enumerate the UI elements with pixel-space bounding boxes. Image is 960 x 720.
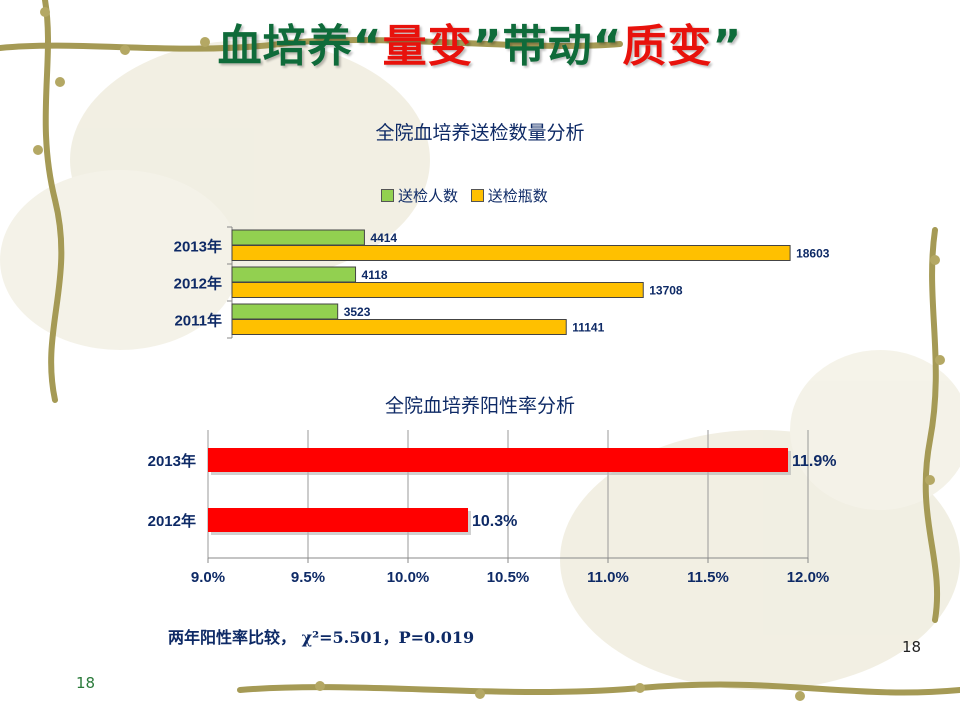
chart1-title: 全院血培养送检数量分析 — [375, 122, 585, 144]
chart1-category-label: 2011年 — [174, 312, 222, 330]
chart1-category-label: 2013年 — [174, 238, 222, 256]
chart2-category-label: 2012年 — [148, 512, 196, 530]
chart1-data-label: 4414 — [370, 231, 397, 245]
chart1-category-label: 2012年 — [174, 275, 222, 293]
legend-item-bottles: 送检瓶数 — [470, 185, 548, 206]
legend-swatch-green — [381, 189, 394, 202]
legend-item-persons: 送检人数 — [381, 185, 458, 206]
chart1-data-label: 3523 — [344, 305, 371, 319]
chart2-title: 全院血培养阳性率分析 — [384, 395, 575, 417]
title-text-3: ” — [712, 21, 743, 72]
legend-label-bottles: 送检瓶数 — [487, 187, 548, 205]
legend-label-persons: 送检人数 — [398, 187, 459, 205]
title-highlight-1: 量变 — [382, 21, 473, 72]
chart2-data-label: 11.9% — [792, 453, 836, 470]
chart1-data-label: 4118 — [362, 268, 388, 282]
chart2-category-label: 2013年 — [148, 452, 196, 470]
chart2-tick-label: 12.0% — [787, 569, 830, 586]
chart2-bar — [208, 448, 788, 472]
chart2-bar — [208, 508, 468, 532]
chart2-tick-label: 11.0% — [587, 569, 629, 586]
chart2-tick-label: 10.5% — [487, 569, 530, 586]
title-text-1: 血培养“ — [217, 21, 383, 72]
stat-note: 两年阳性率比较， χ²=5.501，P=0.019 — [168, 628, 475, 647]
chart1-bar — [231, 282, 644, 298]
slide-title: 血培养“量变”带动“质变” — [0, 10, 960, 74]
chart2-tick-label: 10.0% — [387, 569, 430, 586]
chart1-bar — [231, 319, 567, 335]
page-number-right: 18 — [902, 638, 922, 656]
chart2-tick-label: 9.0% — [191, 569, 225, 586]
chart1-data-label: 11141 — [572, 321, 604, 335]
chart1-data-label: 13708 — [649, 284, 683, 298]
chart1-data-label: 18603 — [796, 247, 830, 261]
title-text-2: ”带动“ — [472, 21, 623, 72]
legend-swatch-yellow — [470, 189, 484, 202]
chart1-legend: 送检人数 送检瓶数 — [381, 185, 556, 206]
page-number-left: 18 — [76, 674, 96, 692]
chart2-tick-label: 9.5% — [291, 569, 325, 586]
chart2-data-label: 10.3% — [472, 513, 517, 530]
title-highlight-2: 质变 — [622, 21, 713, 72]
chart2-tick-label: 11.5% — [687, 569, 729, 586]
chart1-bar — [231, 245, 791, 261]
